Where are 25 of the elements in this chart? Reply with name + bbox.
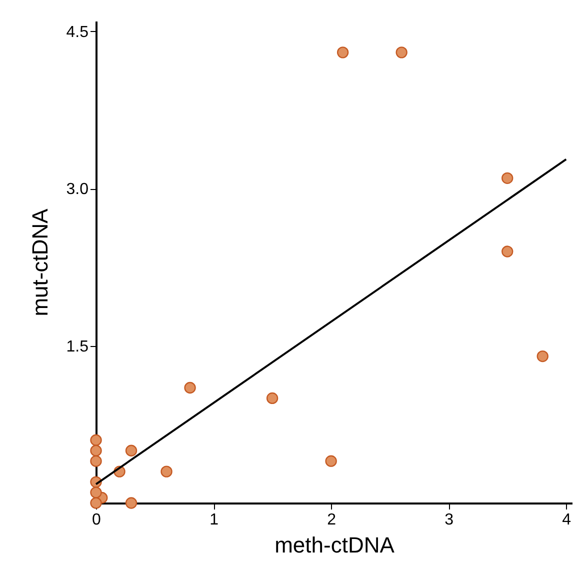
point [502, 246, 514, 258]
point [325, 455, 337, 467]
point [160, 466, 172, 478]
x-tick-label: 0 [92, 512, 102, 528]
point [90, 486, 102, 498]
point [266, 392, 278, 404]
point [184, 382, 196, 394]
point [502, 172, 514, 184]
point [536, 350, 548, 362]
y-tick-label: 1.5 [66, 338, 89, 356]
x-tick-label: 3 [444, 512, 454, 528]
point [125, 497, 138, 509]
y-axis-title: mut-ctDNA [27, 208, 52, 316]
x-tick-label: 2 [327, 512, 336, 528]
point [90, 444, 102, 456]
point [90, 455, 102, 467]
point [125, 444, 138, 456]
point [396, 46, 408, 58]
point [336, 46, 349, 58]
point [90, 434, 102, 446]
x-tick-label: 1 [210, 512, 219, 528]
x-axis-title: meth-ctDNA [274, 532, 395, 558]
y-tick-label: 4.5 [66, 24, 89, 41]
y-tick-label: 3.0 [66, 181, 89, 198]
x-tick-label: 4 [562, 512, 572, 528]
